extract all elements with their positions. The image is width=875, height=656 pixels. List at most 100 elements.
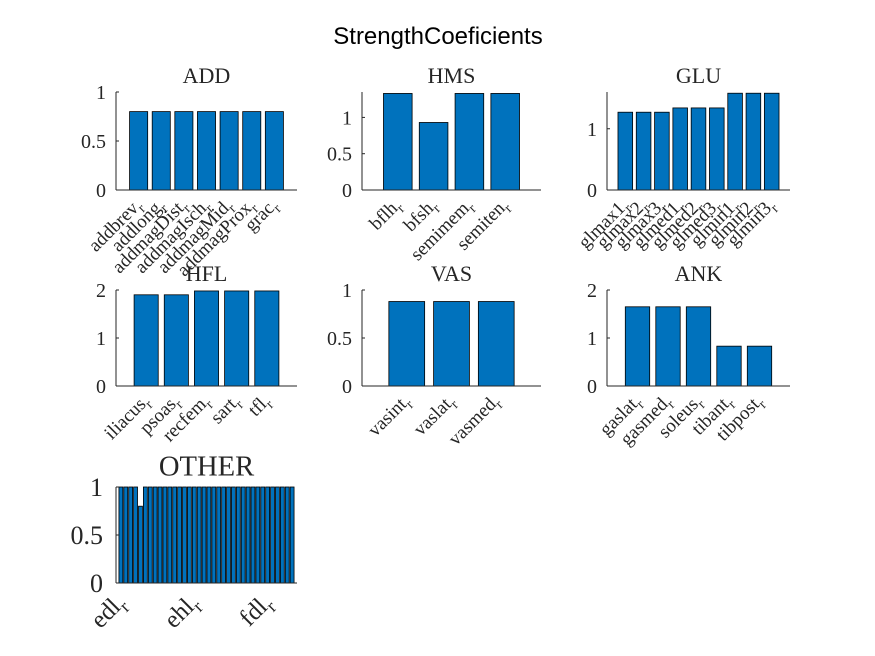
bar <box>275 486 280 584</box>
bar <box>157 486 163 584</box>
x-tick-name: tfl <box>244 394 271 421</box>
y-tick-label: 0 <box>342 180 352 202</box>
bar <box>177 486 182 584</box>
bar <box>163 294 189 387</box>
subplot-title: ANK <box>675 261 723 286</box>
bar <box>240 486 246 584</box>
bar <box>260 486 266 584</box>
bar <box>254 290 280 387</box>
x-tick-label: vasintr <box>364 390 417 443</box>
bar <box>690 107 707 191</box>
bar <box>264 111 284 191</box>
bar <box>196 486 202 584</box>
bar <box>138 505 143 584</box>
x-tick-label: fdlr <box>234 589 280 635</box>
bar <box>211 486 217 584</box>
bar <box>133 294 159 387</box>
subplot-title: ADD <box>183 63 231 88</box>
bar <box>219 111 239 191</box>
subplot-title: OTHER <box>159 451 255 482</box>
bar <box>167 486 173 584</box>
bar <box>289 486 295 584</box>
bar <box>617 111 634 191</box>
bar <box>194 290 219 387</box>
bar <box>654 111 670 191</box>
y-tick-label: 1 <box>342 107 352 129</box>
bar <box>235 486 241 584</box>
bar <box>745 92 762 191</box>
y-tick-label: 0.5 <box>327 328 352 350</box>
bar <box>206 486 212 584</box>
bar <box>388 301 426 387</box>
bar <box>270 486 275 584</box>
bar <box>152 486 158 584</box>
y-tick-label: 1 <box>96 328 106 350</box>
bar <box>454 93 485 191</box>
bar <box>709 107 725 191</box>
bar <box>265 486 271 584</box>
bar <box>151 111 171 191</box>
y-tick-label: 0 <box>342 376 352 398</box>
y-tick-label: 1 <box>587 119 597 141</box>
y-tick-label: 0.5 <box>327 144 352 166</box>
x-tick-label: tflr <box>244 390 277 423</box>
y-tick-label: 1 <box>90 473 103 502</box>
bar <box>242 111 262 191</box>
bar <box>255 486 261 584</box>
bar <box>174 111 194 191</box>
bar <box>746 345 773 387</box>
bar <box>187 486 192 584</box>
y-tick-label: 1 <box>96 82 106 104</box>
y-tick-label: 1 <box>587 328 597 350</box>
x-tick-label: sartr <box>207 390 248 431</box>
bar <box>197 111 216 191</box>
x-tick-label: gracr <box>241 194 285 238</box>
bar <box>191 486 197 584</box>
bar <box>231 486 236 584</box>
subplot-title: VAS <box>431 261 472 286</box>
bar <box>383 93 413 191</box>
figure-title: StrengthCoeficients <box>333 23 542 50</box>
bar <box>147 486 153 584</box>
subplot-title: GLU <box>676 63 721 88</box>
bar <box>655 306 681 387</box>
bar <box>128 486 134 584</box>
bar <box>279 486 285 584</box>
subplot-title: HMS <box>428 63 476 88</box>
y-tick-label: 0 <box>96 180 106 202</box>
bar <box>133 486 138 584</box>
bar <box>216 486 222 584</box>
bar <box>221 486 226 584</box>
bar <box>129 111 149 191</box>
x-tick-label: vasmedr <box>445 390 507 452</box>
x-tick-label: ehlr <box>159 589 207 637</box>
bar <box>763 92 780 191</box>
bar <box>226 486 231 584</box>
y-tick-label: 0 <box>587 376 597 398</box>
bar <box>142 486 148 584</box>
bar <box>123 486 129 584</box>
y-tick-label: 0.5 <box>71 521 104 550</box>
subplot-title: HFL <box>186 261 228 286</box>
bar <box>716 345 742 387</box>
y-tick-label: 2 <box>96 280 106 302</box>
bar <box>418 122 449 191</box>
y-tick-label: 0 <box>90 569 103 598</box>
bar <box>727 92 743 191</box>
bar <box>250 486 256 584</box>
bar <box>490 93 520 191</box>
x-tick-label: bflhr <box>366 194 409 237</box>
bar <box>201 486 207 584</box>
y-tick-label: 2 <box>587 280 597 302</box>
y-tick-label: 1 <box>342 280 352 302</box>
bar <box>118 486 124 584</box>
bar <box>433 301 470 387</box>
bar <box>224 290 250 387</box>
y-tick-label: 0 <box>587 180 597 202</box>
bar <box>172 486 178 584</box>
bar <box>635 111 652 191</box>
y-tick-label: 0 <box>96 376 106 398</box>
bar <box>284 486 290 584</box>
bar <box>685 306 712 387</box>
